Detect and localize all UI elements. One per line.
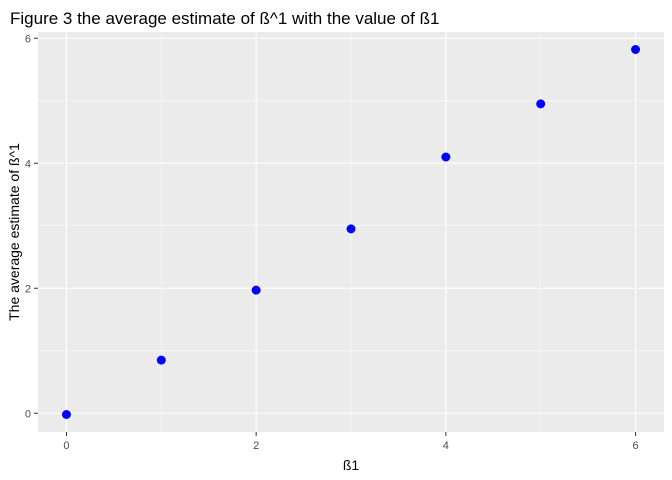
- data-point: [536, 99, 546, 109]
- data-point: [61, 410, 71, 419]
- chart-title: Figure 3 the average estimate of ß^1 wit…: [10, 9, 439, 28]
- y-tick-label: 6: [25, 33, 31, 45]
- x-tick-label: 2: [253, 440, 259, 452]
- data-points: [61, 45, 641, 419]
- y-tick-label: 0: [25, 408, 31, 420]
- x-tick-label: 0: [63, 440, 69, 452]
- axis-ticks: 0 2 4 6 0 2 4 6: [25, 33, 639, 452]
- data-point: [156, 355, 166, 365]
- data-point: [346, 224, 356, 234]
- y-tick-label: 2: [25, 283, 31, 295]
- x-axis-label: ß1: [343, 457, 360, 473]
- x-tick-label: 4: [443, 440, 449, 452]
- y-tick-label: 4: [25, 158, 31, 170]
- gridlines: [38, 32, 664, 432]
- data-point: [631, 45, 641, 54]
- y-axis-label: The average estimate of ß^1: [6, 143, 22, 321]
- data-point: [441, 152, 451, 162]
- data-point: [251, 285, 261, 295]
- x-tick-label: 6: [632, 440, 638, 452]
